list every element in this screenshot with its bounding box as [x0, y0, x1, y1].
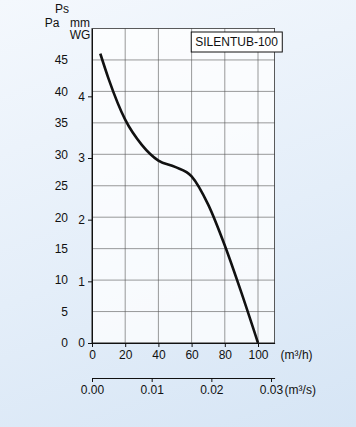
y2-axis-tick-mark — [88, 220, 92, 221]
x2-axis-tick-mark — [92, 378, 93, 382]
grid-line-y — [92, 248, 275, 249]
grid-line-x — [224, 29, 225, 344]
y-axis-tick-label: 20 — [55, 211, 69, 225]
x-axis-tick-mark — [225, 343, 226, 347]
y-label: Pa — [45, 16, 60, 30]
x2-axis-tick-label: 0.03 — [260, 383, 284, 397]
grid-line-y — [92, 59, 275, 60]
grid-line-x — [158, 29, 159, 344]
x-axis-tick-label: 20 — [119, 348, 133, 362]
grid-line-y — [92, 185, 275, 186]
y2-axis-line — [92, 29, 93, 344]
y-axis-tick-label: 0 — [61, 336, 68, 350]
y-axis-tick-label: 10 — [55, 273, 69, 287]
y-axis-tick: 45 — [55, 53, 92, 67]
x2-label: (m³/s) — [285, 383, 316, 397]
y2-axis-tick-label: 2 — [78, 213, 85, 227]
x2-axis-tick-mark — [152, 378, 153, 382]
y-axis-tick: 0 — [61, 336, 92, 350]
y2-axis-tick: 3 — [78, 151, 92, 165]
y-axis-tick: 5 — [61, 305, 92, 319]
title-frame — [191, 32, 282, 52]
plot-background — [92, 29, 275, 344]
y-axis-tick: 10 — [55, 273, 92, 287]
y-axis-tick-label: 35 — [55, 116, 69, 130]
x-axis-tick: 40 — [152, 343, 166, 362]
y-axis-tick-label: 40 — [55, 85, 69, 99]
grid-line-y — [92, 122, 275, 123]
x2-axis-tick: 0.02 — [200, 378, 224, 397]
y2-axis-tick: 1 — [78, 275, 92, 289]
y-axis-tick: 35 — [55, 116, 92, 130]
grid-line-y — [92, 217, 275, 218]
x-axis-tick: 0 — [89, 343, 96, 362]
y-axis-line — [92, 29, 93, 344]
x2-axis-tick-label: 0.02 — [200, 383, 224, 397]
x-axis-tick-mark — [258, 343, 259, 347]
y2-axis: 0 1 2 3 4 — [78, 29, 92, 350]
x-axis-tick-mark — [92, 343, 93, 347]
title: SILENTUB-100 — [195, 35, 278, 49]
y-axis-tick: 40 — [55, 85, 92, 99]
plot-frame — [92, 29, 275, 344]
x2-axis-tick-mark — [211, 378, 212, 382]
x-axis-tick-label: 40 — [152, 348, 166, 362]
chart: 051015202530354045012340204060801000.000… — [0, 0, 356, 427]
y2-axis-tick: 2 — [78, 213, 92, 227]
x-axis-tick-mark — [192, 343, 193, 347]
grid-line-y — [92, 280, 275, 281]
y-axis-tick-label: 25 — [55, 179, 69, 193]
curve — [100, 54, 258, 343]
x2-axis-line — [93, 378, 276, 379]
x-label: (m³/h) — [281, 348, 313, 362]
x2-axis-tick-label: 0.01 — [140, 383, 164, 397]
grid-line-x — [191, 29, 192, 344]
y-label-top: Ps — [55, 2, 69, 16]
y2-label: WG — [70, 28, 91, 42]
x-axis-line — [93, 343, 276, 344]
grid-line-x — [258, 29, 259, 344]
x-axis: 0 20 40 60 80 100 — [89, 343, 275, 362]
x-axis-tick: 20 — [119, 343, 133, 362]
x2-axis-tick-label: 0.00 — [81, 383, 105, 397]
y2-axis-tick-label: 4 — [78, 90, 85, 104]
y2-axis-tick: 4 — [78, 90, 92, 104]
y2-axis-tick-mark — [88, 281, 92, 282]
grid-line-y — [92, 91, 275, 92]
y-axis: 051015202530354045 — [55, 29, 93, 350]
x2-axis-tick-mark — [271, 378, 272, 382]
y2-axis-tick-mark — [88, 96, 92, 97]
y-axis-tick: 15 — [55, 242, 92, 256]
grid-line-y — [92, 154, 275, 155]
x2-axis-tick: 0.01 — [140, 378, 164, 397]
y2-axis-tick-label: 0 — [78, 336, 85, 350]
x-axis-tick-mark — [158, 343, 159, 347]
x-axis-tick: 60 — [185, 343, 199, 362]
y-axis-tick: 30 — [55, 148, 92, 162]
x-axis-tick-label: 0 — [89, 348, 96, 362]
x2-axis: 0.00 0.01 0.02 0.03 — [81, 378, 284, 397]
x2-axis-tick: 0.00 — [81, 378, 105, 397]
y-axis-tick-label: 45 — [55, 53, 69, 67]
marks — [100, 54, 258, 343]
x-axis-tick-label: 80 — [219, 348, 233, 362]
y-axis-tick: 20 — [55, 211, 92, 225]
x-axis-tick-mark — [125, 343, 126, 347]
x-axis-tick-label: 100 — [248, 348, 268, 362]
x-axis-tick-label: 60 — [185, 348, 199, 362]
grid — [92, 29, 275, 344]
y-axis-tick-label: 30 — [55, 148, 69, 162]
y-axis-tick-label: 5 — [61, 305, 68, 319]
y-axis-tick: 25 — [55, 179, 92, 193]
title-box: SILENTUB-100 — [191, 32, 282, 52]
x-axis-tick: 100 — [248, 343, 268, 362]
x2-axis-tick: 0.03 — [260, 378, 284, 397]
y2-axis-tick-mark — [88, 343, 92, 344]
y-axis-tick-label: 15 — [55, 242, 69, 256]
y2-axis-tick-mark — [88, 158, 92, 159]
x-axis-tick: 80 — [219, 343, 233, 362]
y2-axis-tick-label: 3 — [78, 151, 85, 165]
grid-line-x — [125, 29, 126, 344]
y2-axis-tick-label: 1 — [78, 275, 85, 289]
